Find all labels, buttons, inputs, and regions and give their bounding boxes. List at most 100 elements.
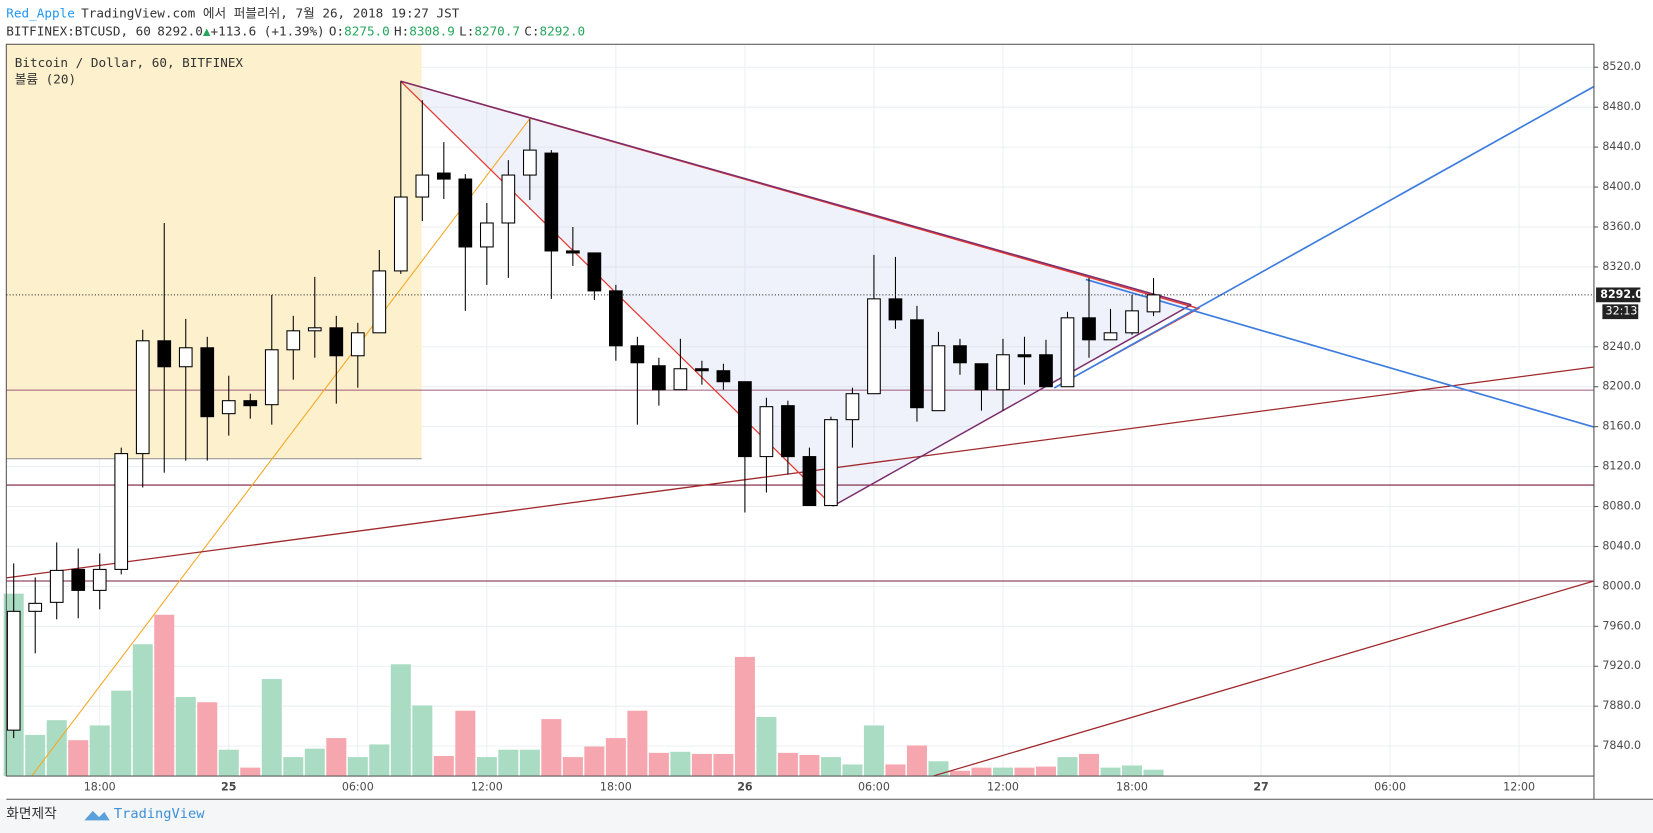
y-tick-label: 8360.0 <box>1602 220 1641 233</box>
x-tick-label: 25 <box>221 781 236 794</box>
y-tick-label: 8520.0 <box>1602 60 1641 73</box>
candle-body <box>221 400 236 415</box>
y-tick-label: 7920.0 <box>1602 659 1641 672</box>
y-tick-label: 8240.0 <box>1602 340 1641 353</box>
trend-line <box>1053 85 1595 389</box>
x-tick-label: 26 <box>737 781 753 794</box>
candle-body <box>630 345 645 364</box>
candle-body <box>157 340 172 368</box>
volume-bar <box>971 767 992 777</box>
ohlc-label: C: <box>524 23 539 38</box>
volume-bar <box>1035 766 1057 777</box>
candle-body <box>436 172 451 180</box>
y-tick-label: 7880.0 <box>1602 699 1641 712</box>
candle-body <box>910 319 924 409</box>
volume-bar <box>691 753 712 777</box>
y-tick-label: 8400.0 <box>1602 180 1641 193</box>
volume-bar <box>519 749 540 777</box>
volume-bar <box>46 720 67 777</box>
candle-body <box>738 381 752 458</box>
volume-bar <box>1057 757 1078 777</box>
candle-body <box>609 290 623 347</box>
volume-bar <box>1078 753 1100 777</box>
trend-line <box>832 304 1192 507</box>
candle-body <box>544 152 559 252</box>
candle-body <box>824 419 838 507</box>
chart-title: Bitcoin / Dollar, 60, BITFINEX <box>15 55 244 70</box>
candle-body <box>329 327 344 357</box>
volume-bar <box>25 734 46 777</box>
candle-body <box>6 610 21 731</box>
volume-bar <box>648 752 669 777</box>
ohlc-value: 8292.0 <box>539 23 585 38</box>
candle-body <box>566 250 580 254</box>
volume-bar <box>1143 769 1164 777</box>
volume-bar <box>949 770 970 777</box>
volume-bar <box>261 679 282 777</box>
ohlc-value: 8308.9 <box>409 23 455 38</box>
volume-bar <box>627 710 648 777</box>
volume-bar <box>562 757 583 777</box>
volume-bar <box>154 614 175 777</box>
y-tick-label: 8320.0 <box>1602 260 1641 273</box>
y-tick-label: 8440.0 <box>1602 140 1641 153</box>
volume-bar <box>111 690 132 777</box>
x-tick-label: 12:00 <box>987 781 1019 794</box>
legend-entry: 볼륨 (20) <box>15 72 76 87</box>
candle-body <box>286 330 301 351</box>
countdown: 32:13 <box>1606 305 1638 318</box>
volume-bar <box>756 717 777 777</box>
volume-bar <box>1121 765 1143 777</box>
x-tick-label: 06:00 <box>1374 781 1406 794</box>
ohlc-value: 8270.7 <box>474 23 520 38</box>
x-tick-label: 27 <box>1253 781 1268 794</box>
candle-body <box>458 178 473 248</box>
volume-bar <box>218 749 239 777</box>
x-tick-label: 18:00 <box>84 781 116 794</box>
volume-bar <box>326 738 347 777</box>
y-tick-label: 8120.0 <box>1602 460 1641 473</box>
volume-bar <box>197 702 218 777</box>
triangle-fill <box>400 81 1192 507</box>
candle-body <box>673 368 688 391</box>
candle-body <box>501 174 516 224</box>
x-tick-label: 18:00 <box>1116 781 1148 794</box>
ohlc-value: 8275.0 <box>344 23 390 38</box>
volume-bar <box>369 744 390 777</box>
candle-body <box>49 569 64 603</box>
trend-line <box>400 80 1192 306</box>
candle-body <box>415 174 430 198</box>
logo <box>84 810 110 821</box>
y-tick-label: 7840.0 <box>1602 739 1641 752</box>
volume-bar <box>498 749 519 777</box>
volume-bar <box>584 746 605 777</box>
candle-body <box>200 347 215 418</box>
volume-bar <box>820 757 841 777</box>
candle-body <box>1125 310 1139 334</box>
volume-bar <box>541 719 562 777</box>
candle-body <box>931 345 946 412</box>
change: +113.6 (+1.39%) <box>211 23 325 38</box>
volume-bar <box>1100 767 1121 777</box>
volume-bar <box>68 740 89 777</box>
candle-body <box>28 602 43 612</box>
last: 8292.0 <box>157 23 203 38</box>
candle-body <box>178 347 193 368</box>
ohlc-label: O: <box>329 23 344 38</box>
candle-body <box>1082 317 1096 341</box>
volume-bar <box>777 752 798 777</box>
candle-body <box>802 456 817 507</box>
footer-brand[interactable]: TradingView <box>114 806 205 822</box>
candle-body <box>759 406 774 458</box>
published: TradingView.com 에서 퍼블리쉬, 7월 26, 2018 19:… <box>81 5 460 20</box>
volume-bar <box>390 664 411 777</box>
candle-body <box>716 370 731 383</box>
countdown-box <box>1602 304 1639 320</box>
candle-body <box>92 568 107 591</box>
candle-body <box>845 393 860 421</box>
volume-bar <box>476 757 497 777</box>
volume-bar <box>885 764 906 777</box>
header-line-1: Red_Apple TradingView.com 에서 퍼블리쉬, 7월 26,… <box>6 5 459 20</box>
candle-body <box>264 349 279 406</box>
